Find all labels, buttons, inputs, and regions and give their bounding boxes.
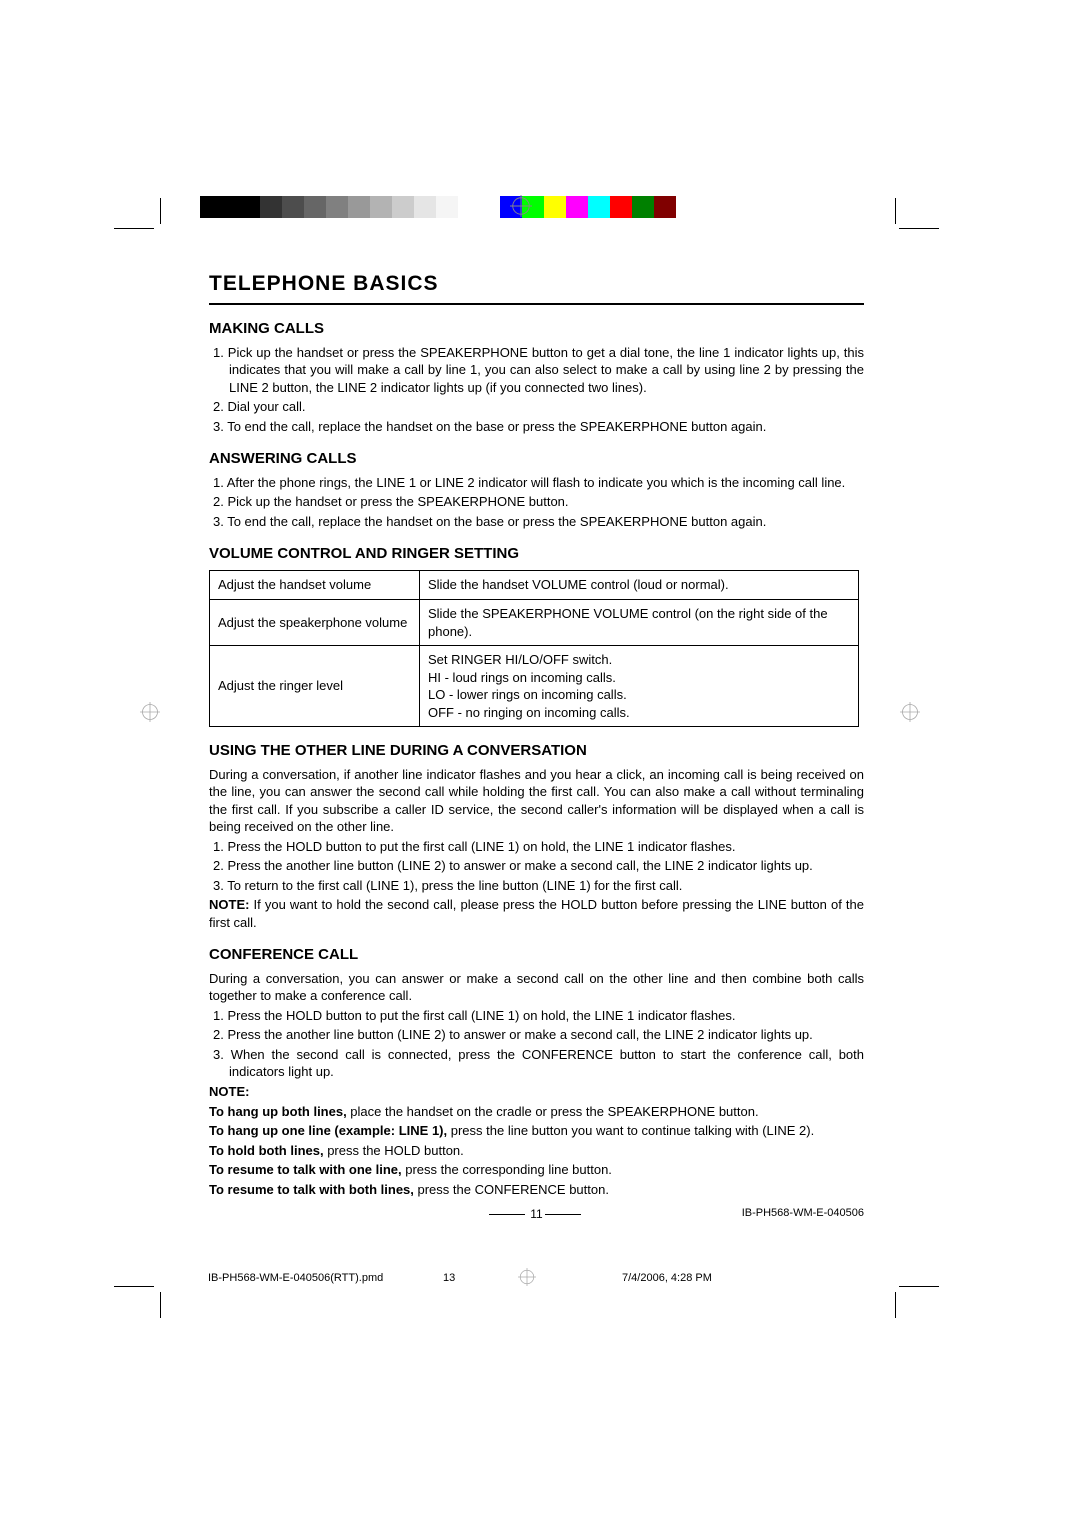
note-line: To resume to talk with both lines, press…: [209, 1181, 864, 1199]
color-swatch: [326, 196, 348, 218]
list-item: 3. To end the call, replace the handset …: [209, 513, 864, 531]
section-heading: USING THE OTHER LINE DURING A CONVERSATI…: [209, 741, 864, 761]
note-line: To resume to talk with one line, press t…: [209, 1161, 864, 1179]
color-swatch: [200, 196, 260, 218]
section-heading: ANSWERING CALLS: [209, 449, 864, 469]
list-item: 1. Press the HOLD button to put the firs…: [209, 1007, 864, 1025]
color-swatch: [436, 196, 458, 218]
registration-mark-icon: [518, 1268, 536, 1286]
color-swatch: [260, 196, 282, 218]
table-cell: Adjust the ringer level: [210, 646, 420, 727]
list-item: 2. Press the another line button (LINE 2…: [209, 1026, 864, 1044]
list-item: 1. Press the HOLD button to put the firs…: [209, 838, 864, 856]
color-swatch: [544, 196, 566, 218]
color-swatch: [282, 196, 304, 218]
note-text: NOTE: If you want to hold the second cal…: [209, 896, 864, 931]
list-item: 2. Press the another line button (LINE 2…: [209, 857, 864, 875]
document-content: TELEPHONE BASICS MAKING CALLS 1. Pick up…: [209, 270, 864, 1222]
table-cell: Adjust the handset volume: [210, 571, 420, 600]
list-item: 3. To end the call, replace the handset …: [209, 418, 864, 436]
color-swatch: [304, 196, 326, 218]
crop-mark-icon: [885, 198, 935, 248]
color-swatch: [632, 196, 654, 218]
crop-mark-icon: [885, 1270, 935, 1320]
color-swatch: [370, 196, 392, 218]
color-swatch: [654, 196, 676, 218]
color-swatch: [392, 196, 414, 218]
table-cell: Adjust the speakerphone volume: [210, 600, 420, 646]
registration-mark-icon: [510, 195, 532, 217]
section-heading: VOLUME CONTROL AND RINGER SETTING: [209, 544, 864, 564]
table-cell: Slide the handset VOLUME control (loud o…: [420, 571, 859, 600]
color-swatch: [414, 196, 436, 218]
note-line: To hang up one line (example: LINE 1), p…: [209, 1122, 864, 1140]
source-date: 7/4/2006, 4:28 PM: [622, 1272, 712, 1284]
page-number: 11 IB-PH568-WM-E-040506: [209, 1206, 864, 1222]
registration-mark-icon: [140, 702, 160, 722]
note-label: NOTE:: [209, 1083, 864, 1101]
table-row: Adjust the handset volumeSlide the hands…: [210, 571, 859, 600]
color-swatch: [348, 196, 370, 218]
crop-mark-icon: [122, 1270, 172, 1320]
registration-mark-icon: [900, 702, 920, 722]
list-item: 3. To return to the first call (LINE 1),…: [209, 877, 864, 895]
color-swatch: [566, 196, 588, 218]
color-swatch: [458, 196, 500, 218]
table-cell: Set RINGER HI/LO/OFF switch.HI - loud ri…: [420, 646, 859, 727]
crop-mark-icon: [122, 198, 172, 248]
list-item: 2. Pick up the handset or press the SPEA…: [209, 493, 864, 511]
paragraph: During a conversation, you can answer or…: [209, 970, 864, 1005]
note-line: To hang up both lines, place the handset…: [209, 1103, 864, 1121]
table-row: Adjust the ringer levelSet RINGER HI/LO/…: [210, 646, 859, 727]
list-item: 2. Dial your call.: [209, 398, 864, 416]
note-line: To hold both lines, press the HOLD butto…: [209, 1142, 864, 1160]
table-row: Adjust the speakerphone volumeSlide the …: [210, 600, 859, 646]
paragraph: During a conversation, if another line i…: [209, 766, 864, 836]
table-cell: Slide the SPEAKERPHONE VOLUME control (o…: [420, 600, 859, 646]
page-title: TELEPHONE BASICS: [209, 270, 864, 305]
color-swatch: [588, 196, 610, 218]
section-heading: MAKING CALLS: [209, 319, 864, 339]
document-id: IB-PH568-WM-E-040506: [742, 1206, 864, 1221]
list-item: 1. After the phone rings, the LINE 1 or …: [209, 474, 864, 492]
color-swatch: [610, 196, 632, 218]
list-item: 1. Pick up the handset or press the SPEA…: [209, 344, 864, 397]
source-filename: IB-PH568-WM-E-040506(RTT).pmd: [208, 1272, 383, 1284]
settings-table: Adjust the handset volumeSlide the hands…: [209, 570, 859, 727]
list-item: 3. When the second call is connected, pr…: [209, 1046, 864, 1081]
printer-color-bar: [200, 196, 780, 218]
section-heading: CONFERENCE CALL: [209, 945, 864, 965]
source-page: 13: [443, 1272, 455, 1284]
